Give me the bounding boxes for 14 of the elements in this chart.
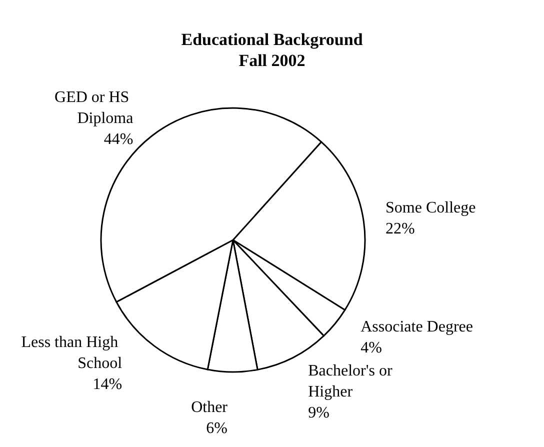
data-label: 44% [104,131,134,148]
slice-label: Bachelor's or Higher [308,362,396,400]
data-label: 6% [206,420,228,438]
data-label: 22% [386,220,415,238]
data-label: 9% [308,404,330,422]
chart-title: Educational Background [181,30,364,49]
slice-label: GED or HS Diploma [54,89,134,128]
slice-label: Less than High School [21,334,123,372]
data-label: 4% [360,339,382,356]
slice-label: Some College [386,200,476,217]
slice-label: Other [191,399,228,416]
chart-subtitle: Fall 2002 [238,51,306,70]
data-label: 14% [92,376,122,394]
slice-label: Associate Degree [360,318,473,336]
